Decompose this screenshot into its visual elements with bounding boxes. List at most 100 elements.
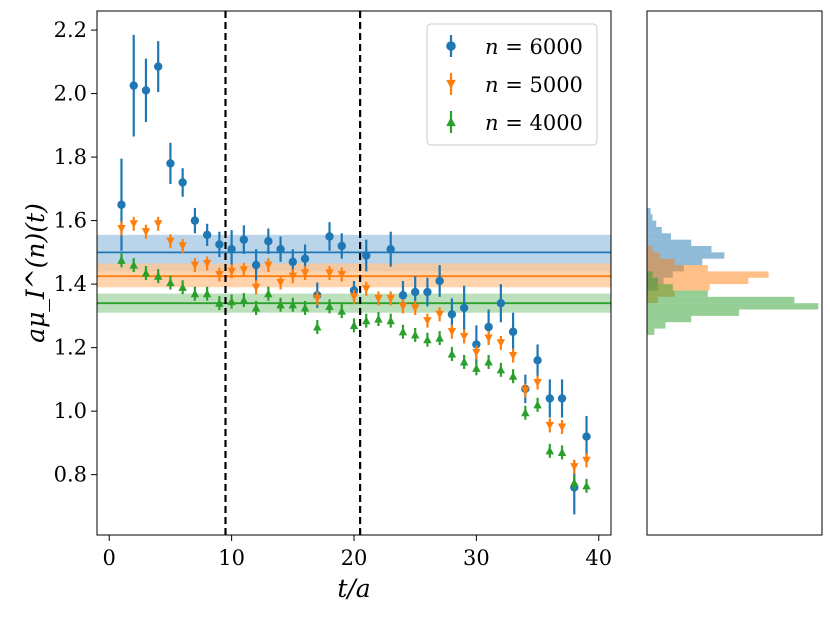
series-2 — [117, 253, 591, 493]
data-point — [386, 294, 395, 303]
data-point — [227, 267, 236, 276]
data-point — [496, 339, 506, 348]
data-point — [141, 268, 151, 277]
data-point — [325, 269, 334, 278]
data-point — [178, 242, 187, 251]
histogram-bar — [647, 252, 725, 259]
data-point — [337, 271, 346, 279]
x-tick-label: 0 — [103, 546, 116, 570]
x-tick-label: 10 — [218, 546, 245, 570]
data-point — [276, 244, 285, 254]
series-1 — [117, 216, 591, 474]
data-point — [557, 423, 567, 432]
data-point — [435, 333, 444, 342]
data-point — [325, 301, 334, 310]
data-point — [386, 244, 395, 254]
data-point — [508, 327, 518, 336]
data-point — [410, 304, 420, 313]
data-point — [215, 240, 224, 249]
data-point — [582, 481, 591, 490]
data-point — [313, 322, 322, 331]
data-point — [141, 86, 151, 95]
y-tick-label: 2.0 — [54, 82, 87, 106]
histogram-bar — [647, 220, 657, 227]
y-axis-label-group: aμ_I^(n)(t) — [21, 203, 50, 343]
data-point — [557, 394, 567, 403]
data-point — [533, 378, 542, 387]
data-point — [398, 327, 408, 336]
x-tick-label: 20 — [341, 546, 368, 570]
histogram-bar — [647, 239, 692, 247]
data-point — [521, 408, 530, 417]
histogram-bar — [647, 309, 740, 316]
data-point — [215, 271, 224, 279]
data-point — [545, 421, 555, 430]
data-point — [521, 386, 530, 395]
data-point — [374, 314, 383, 323]
histogram-bar — [647, 226, 662, 234]
legend-marker — [446, 116, 456, 127]
histogram-bar — [647, 322, 666, 329]
data-point — [472, 348, 481, 357]
x-axis-label: t/a — [337, 574, 370, 603]
data-point — [459, 357, 469, 366]
data-point — [117, 224, 126, 233]
data-point — [533, 400, 542, 409]
y-axis-label: aμ_I^(n)(t) — [21, 203, 50, 343]
data-point — [117, 200, 126, 209]
data-point — [239, 295, 249, 304]
histogram-bar — [647, 258, 675, 266]
legend-label: n = 5000 — [485, 73, 583, 97]
legend-label: n = 4000 — [485, 111, 583, 135]
data-point — [276, 278, 285, 287]
histogram-bar — [647, 246, 653, 253]
data-point — [447, 349, 457, 358]
data-point — [459, 303, 469, 313]
data-point — [545, 394, 555, 403]
data-point — [362, 251, 371, 260]
histogram-bar — [647, 315, 692, 323]
data-point — [557, 448, 567, 457]
data-point — [300, 254, 310, 263]
data-point — [202, 230, 212, 240]
legend-entry-1: n = 5000 — [446, 73, 583, 97]
data-point — [447, 310, 457, 319]
data-point — [227, 297, 236, 306]
histogram-bar — [647, 214, 653, 221]
data-point — [202, 259, 212, 268]
data-point — [153, 62, 163, 71]
data-point — [533, 356, 542, 365]
histogram-bar — [647, 246, 712, 253]
legend: n = 6000 n = 5000 n = 4000 — [426, 23, 598, 146]
histogram-bar — [647, 265, 708, 272]
data-point — [398, 291, 408, 300]
histogram-bar — [647, 284, 673, 291]
histogram-bar — [647, 271, 769, 278]
data-point — [300, 303, 310, 312]
data-point — [435, 276, 444, 286]
data-point — [166, 159, 175, 168]
data-point — [288, 300, 298, 309]
x-tick-label: 40 — [585, 546, 612, 570]
data-point — [484, 334, 493, 343]
histogram-bar — [647, 277, 659, 285]
data-point — [117, 255, 126, 264]
data-point — [251, 303, 261, 312]
y-tick-label: 2.2 — [54, 18, 87, 42]
data-point — [202, 289, 212, 298]
data-point — [496, 298, 506, 308]
data-points — [117, 34, 591, 515]
data-point — [508, 351, 518, 360]
data-point — [190, 289, 200, 298]
data-point — [545, 446, 555, 455]
data-point — [337, 306, 346, 315]
data-point — [496, 365, 506, 374]
histogram-bar — [647, 233, 671, 240]
data-point — [215, 298, 224, 307]
histogram-panel-frame — [646, 10, 823, 536]
data-point — [239, 266, 249, 275]
data-point — [410, 287, 420, 297]
histograms — [647, 207, 819, 335]
y-tick-label: 1.4 — [54, 272, 87, 296]
histogram-bar — [647, 290, 708, 297]
